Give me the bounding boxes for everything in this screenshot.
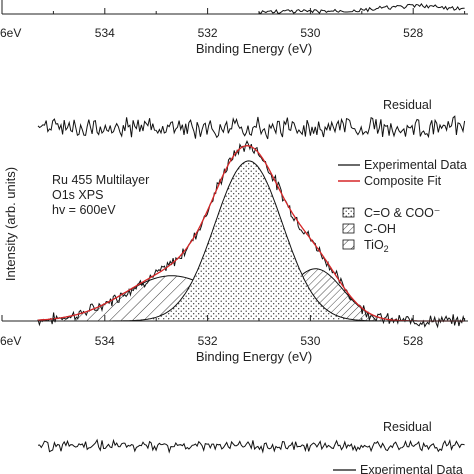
- legend-label-wide: TiO2: [364, 238, 389, 254]
- residual-label-middle: Residual: [383, 98, 432, 112]
- x-tick-label: 536eV: [0, 26, 21, 40]
- middle-residual-line: [37, 115, 466, 140]
- experimental-data-line: [37, 140, 466, 329]
- legend-swatch-wide: [342, 239, 355, 250]
- x-tick-label: 530: [300, 26, 320, 40]
- bottom-residual-line: [37, 438, 465, 454]
- legend: Experimental Data Composite Fit C=O & CO…: [338, 158, 467, 254]
- top-panel: 536eV 534 532 530 528 Binding Energy (eV): [0, 0, 468, 56]
- x-tick-label: 532: [198, 334, 218, 348]
- x-tick-label: 528: [403, 26, 423, 40]
- x-tick-label: 534: [95, 26, 115, 40]
- middle-panel: Residual Intensity (arb. units) Ru 455 M…: [0, 98, 468, 364]
- annotation-line-2: O1s XPS: [52, 188, 103, 202]
- middle-x-ticks: 536eV 534 532 530 528: [0, 315, 466, 348]
- top-x-ticks: 536eV 534 532 530 528: [0, 8, 466, 40]
- middle-x-axis-label: Binding Energy (eV): [196, 349, 312, 364]
- legend-label-fit: Composite Fit: [364, 174, 442, 188]
- legend-label-data: Experimental Data: [364, 158, 467, 172]
- x-tick-label: 528: [403, 334, 423, 348]
- top-x-axis-label: Binding Energy (eV): [196, 41, 312, 56]
- top-data-line: [258, 3, 465, 15]
- y-axis-label: Intensity (arb. units): [3, 167, 18, 281]
- x-tick-label: 532: [198, 26, 218, 40]
- legend-swatch-dots: [342, 207, 355, 218]
- x-tick-label: 534: [95, 334, 115, 348]
- composite-fit-line: [37, 145, 465, 322]
- bottom-panel: Residual Experimental Data: [37, 420, 465, 474]
- x-tick-label: 530: [300, 334, 320, 348]
- annotation-line-1: Ru 455 Multilayer: [52, 173, 149, 187]
- legend-swatch-fine: [342, 223, 355, 234]
- annotation-line-3: hv = 600eV: [52, 203, 116, 217]
- legend-label-fine: C-OH: [364, 222, 396, 236]
- legend-label-data-bottom: Experimental Data: [360, 463, 463, 474]
- x-tick-label: 536eV: [0, 334, 21, 348]
- legend-label-dots: C=O & COO⁻: [364, 206, 440, 220]
- residual-label-bottom: Residual: [383, 420, 432, 434]
